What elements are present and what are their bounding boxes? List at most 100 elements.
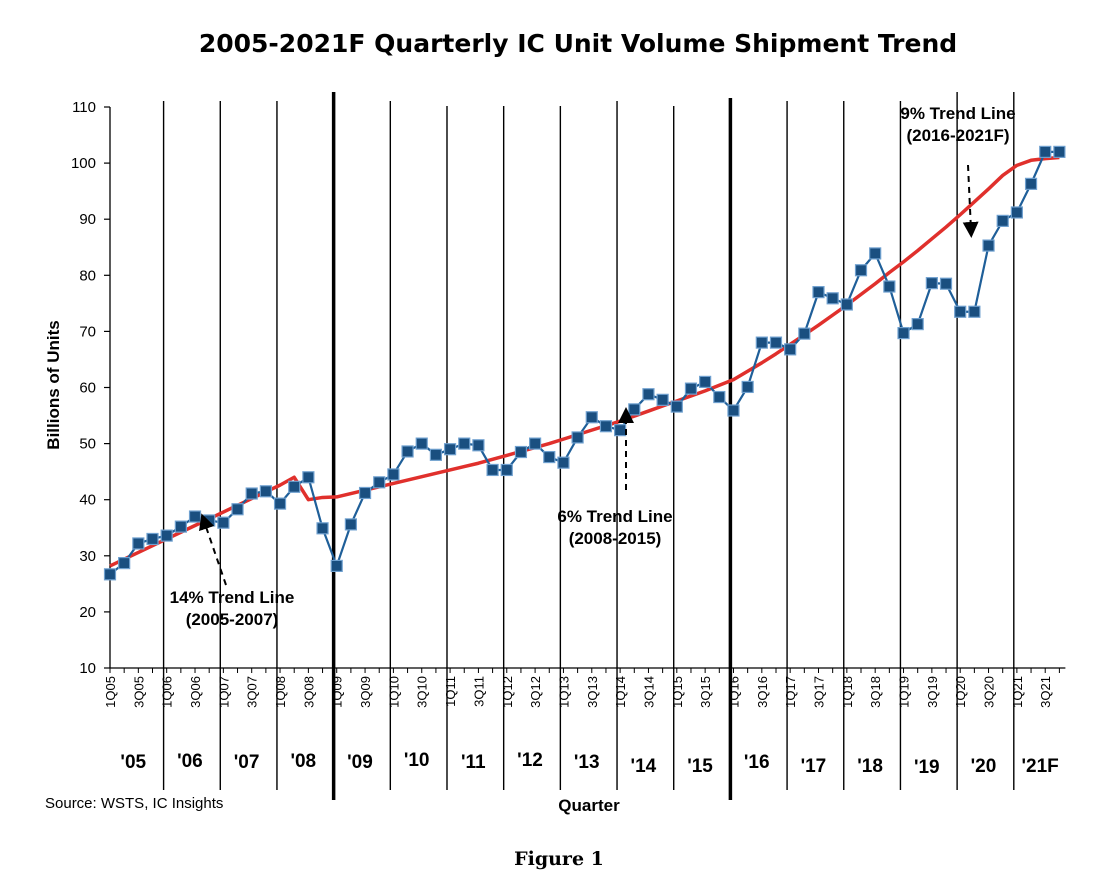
data-point (174, 520, 187, 533)
data-point (939, 277, 953, 290)
y-tick-label: 50 (79, 436, 96, 453)
y-axis: 10 20 30 40 50 60 70 80 90 100 110 (71, 99, 111, 677)
annotation-arrow (962, 164, 979, 238)
y-tick-label: 100 (71, 155, 96, 172)
x-tick-label: 3Q12 (528, 676, 543, 708)
y-tick-label: 30 (79, 548, 96, 565)
x-axis: 1Q05 3Q05 1Q06 3Q06 1Q07 3Q07 1Q08 3Q08 1Q09 3Q09… (103, 667, 1066, 708)
trend-annotations: 14% Trend Line (2005-2007) 6% Trend Line (2… (170, 104, 1016, 629)
data-point (500, 463, 513, 477)
source-note: Source: WSTS, IC Insights (45, 795, 223, 812)
x-tick-label: 3Q07 (245, 676, 260, 708)
data-point (769, 336, 783, 349)
data-point (358, 486, 372, 500)
x-tick-label: 3Q19 (925, 676, 940, 708)
data-point (869, 247, 882, 260)
year-label: '14 (631, 756, 657, 777)
annotation-text: 14% Trend Line (170, 588, 295, 607)
year-label: '05 (120, 752, 146, 773)
x-tick-label: 3Q21 (1038, 676, 1053, 708)
data-point (302, 471, 315, 484)
year-label: '19 (914, 757, 940, 778)
x-tick-label: 3Q06 (188, 676, 203, 708)
data-point (316, 522, 329, 535)
data-point (458, 437, 471, 450)
x-tick-label: 1Q06 (160, 676, 175, 708)
year-labels: '05 '06 '07 '08 '09 '10 '11 '12 '13 '14 '15 '16 '17 '… (120, 750, 1058, 778)
data-point (699, 375, 712, 388)
year-label: '13 (574, 752, 600, 773)
data-point (854, 264, 868, 277)
data-point (727, 404, 740, 417)
x-tick-label: 1Q05 (103, 676, 118, 708)
data-point (883, 280, 896, 293)
data-point (146, 532, 159, 546)
data-point (373, 476, 386, 489)
data-point (1024, 177, 1038, 190)
x-tick-label: 3Q08 (301, 676, 316, 708)
year-label: '21F (1022, 756, 1059, 777)
x-tick-label: 1Q12 (500, 676, 515, 708)
annotation-text: 6% Trend Line (557, 507, 672, 526)
year-label: '06 (177, 751, 203, 772)
x-tick-label: 1Q14 (613, 676, 628, 708)
data-point (897, 326, 910, 340)
data-point (925, 277, 938, 290)
year-label: '16 (744, 752, 770, 773)
data-point (557, 456, 570, 469)
data-point (344, 518, 357, 531)
data-point (642, 388, 655, 401)
x-tick-label: 1Q10 (386, 676, 401, 708)
annotation-text: (2005-2007) (186, 610, 279, 629)
x-tick-label: 3Q20 (982, 676, 997, 708)
x-tick-label: 3Q14 (641, 676, 656, 708)
y-tick-label: 60 (79, 380, 96, 397)
data-point (1039, 145, 1052, 158)
data-point (911, 318, 924, 331)
data-point (543, 450, 556, 464)
data-point (217, 516, 230, 529)
annotation-text: 9% Trend Line (900, 104, 1015, 123)
year-label: '11 (461, 752, 486, 773)
x-tick-label: 1Q15 (670, 676, 685, 708)
data-point (755, 336, 768, 349)
x-tick-label: 3Q09 (358, 676, 373, 708)
data-point (528, 437, 542, 450)
data-point (415, 437, 428, 450)
x-tick-label: 1Q19 (897, 676, 912, 708)
data-point (472, 439, 485, 452)
data-point (954, 305, 967, 318)
data-point (288, 480, 301, 493)
data-point (443, 443, 457, 456)
annotation-text: (2016-2021F) (906, 126, 1009, 145)
x-tick-label: 1Q21 (1010, 676, 1025, 708)
data-point (259, 485, 272, 498)
data-point (840, 298, 853, 311)
trend-line (109, 155, 1060, 568)
data-point (713, 390, 726, 404)
data-point (784, 343, 797, 356)
x-tick-label: 1Q18 (840, 676, 855, 708)
data-point (599, 420, 613, 433)
data-point (273, 497, 287, 510)
year-label: '12 (517, 750, 543, 771)
year-label: '08 (290, 751, 316, 772)
data-point (628, 403, 641, 416)
year-label: '15 (687, 756, 713, 777)
data-point (514, 445, 528, 459)
annotation-arrow (199, 513, 227, 586)
x-tick-label: 3Q15 (698, 676, 713, 708)
x-tick-label: 3Q16 (755, 676, 770, 708)
x-tick-label: 3Q18 (868, 676, 883, 708)
data-point (429, 448, 443, 461)
data-point (231, 503, 244, 516)
data-point (1010, 206, 1023, 219)
y-tick-label: 70 (79, 323, 96, 340)
y-tick-label: 110 (72, 99, 96, 116)
x-tick-label: 1Q07 (216, 676, 231, 708)
y-tick-label: 80 (79, 267, 96, 284)
data-point (614, 424, 627, 437)
shipment-series (103, 145, 1066, 581)
x-tick-label: 1Q09 (330, 676, 345, 708)
